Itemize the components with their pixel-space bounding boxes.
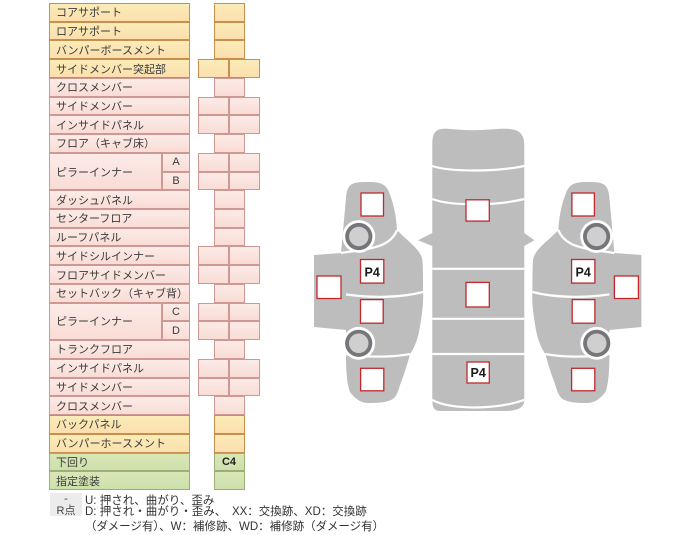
svg-text:P4: P4 [471,366,486,380]
svg-text:P4: P4 [365,266,380,280]
svg-text:P4: P4 [576,266,591,280]
